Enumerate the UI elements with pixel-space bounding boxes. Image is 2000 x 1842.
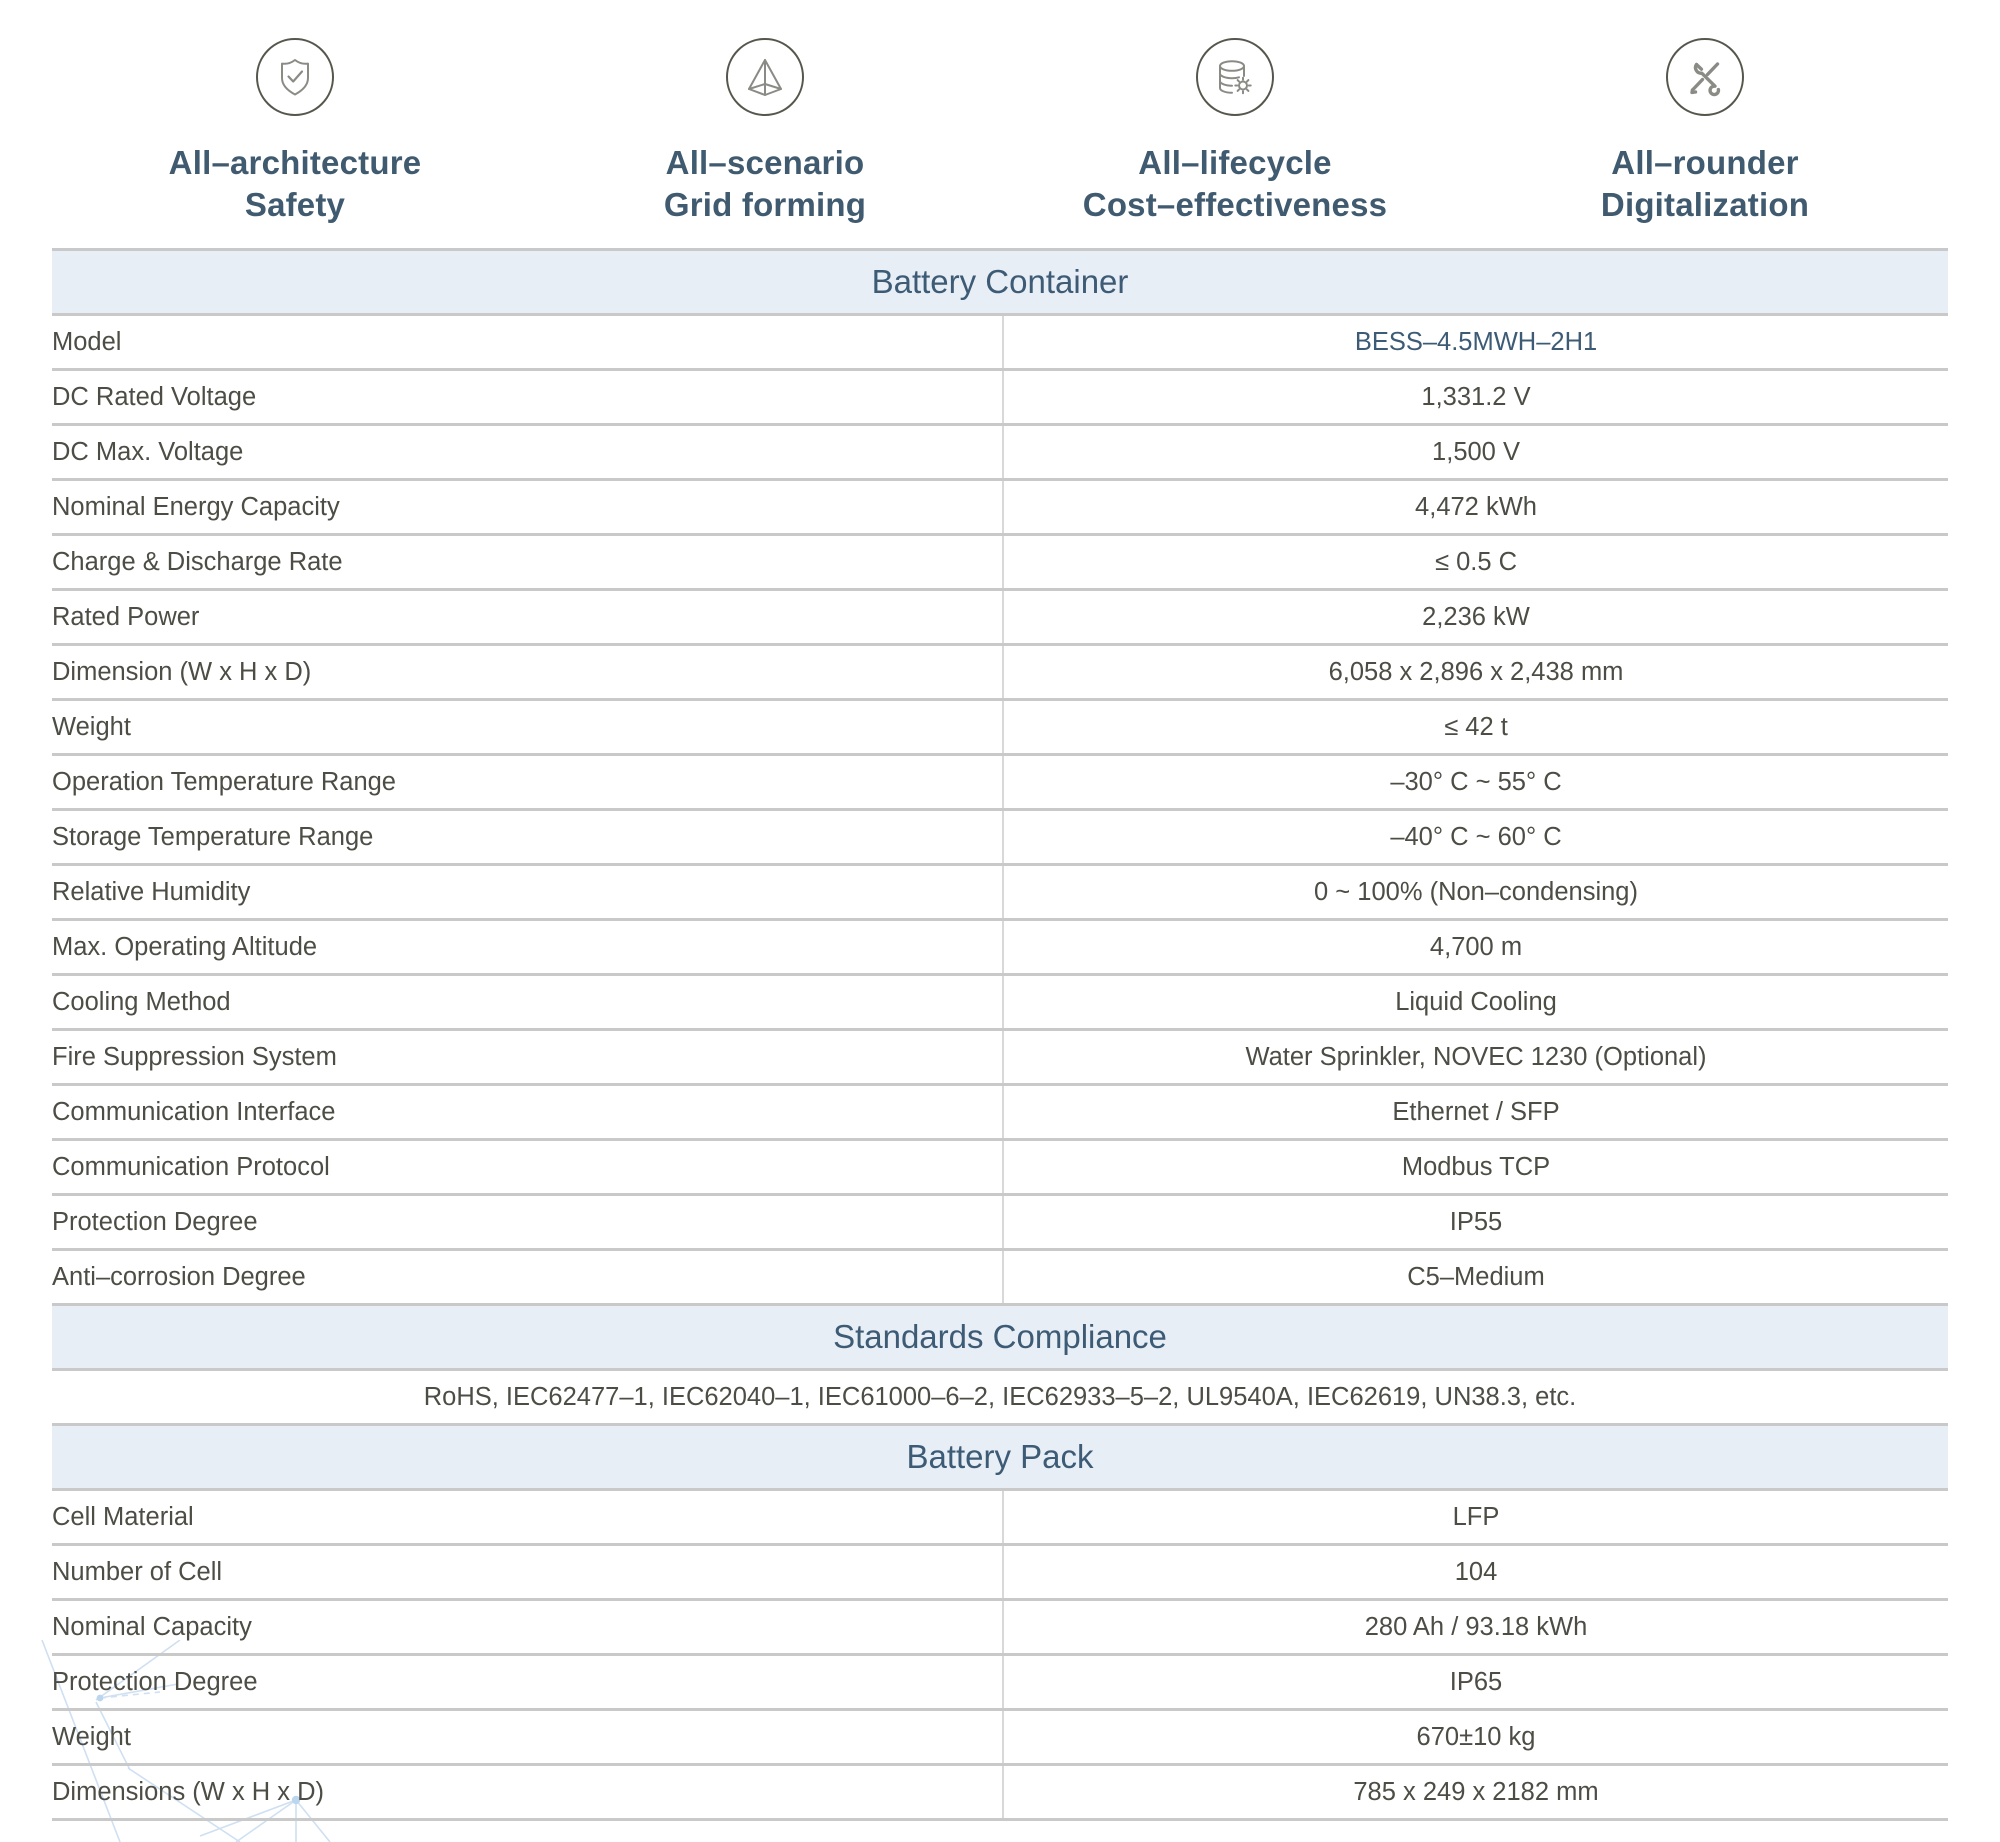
feature-label: All–rounder Digitalization [1600, 144, 1810, 224]
table-row: Nominal Capacity 280 Ah / 93.18 kWh [52, 1598, 1948, 1657]
feature-item-cost-effectiveness: All–lifecycle Cost–effectiveness [1000, 38, 1470, 226]
row-value: 0 ~ 100% (Non–condensing) [1003, 863, 1948, 922]
section-header-row: Standards Compliance [52, 1303, 1948, 1372]
section-title: Standards Compliance [52, 1303, 1948, 1372]
table-row: Dimension (W x H x D) 6,058 x 2,896 x 2,… [52, 643, 1948, 702]
row-label: Operation Temperature Range [52, 753, 1004, 812]
table-row: Anti–corrosion Degree C5–Medium [52, 1248, 1948, 1307]
row-value: Water Sprinkler, NOVEC 1230 (Optional) [1003, 1028, 1948, 1087]
row-value: IP65 [1003, 1653, 1948, 1712]
feature-item-safety: All–architecture Safety [60, 38, 530, 226]
table-row: RoHS, IEC62477–1, IEC62040–1, IEC61000–6… [52, 1368, 1948, 1427]
table-row: Charge & Discharge Rate ≤ 0.5 C [52, 533, 1948, 592]
section-header-row: Battery Container [52, 248, 1948, 317]
row-label: Model [52, 313, 1004, 372]
pyramid-icon [726, 38, 804, 116]
table-row: Weight 670±10 kg [52, 1708, 1948, 1767]
table-row: Number of Cell 104 [52, 1543, 1948, 1602]
row-value: 1,500 V [1003, 423, 1948, 482]
row-value: Ethernet / SFP [1003, 1083, 1948, 1142]
row-value: ≤ 42 t [1003, 698, 1948, 757]
standards-list: RoHS, IEC62477–1, IEC62040–1, IEC61000–6… [52, 1368, 1948, 1427]
feature-label: All–lifecycle Cost–effectiveness [1082, 144, 1388, 224]
wrench-screwdriver-icon [1666, 38, 1744, 116]
feature-label: All–scenario Grid forming [663, 144, 867, 224]
table-row: Nominal Energy Capacity 4,472 kWh [52, 478, 1948, 537]
row-value: –30° C ~ 55° C [1003, 753, 1948, 812]
row-value: 104 [1003, 1543, 1948, 1602]
table-row: Weight ≤ 42 t [52, 698, 1948, 757]
specification-table: Battery Container Model BESS–4.5MWH–2H1 … [52, 248, 1948, 1822]
table-row: Rated Power 2,236 kW [52, 588, 1948, 647]
table-row: Protection Degree IP55 [52, 1193, 1948, 1252]
row-value: 2,236 kW [1003, 588, 1948, 647]
feature-highlights: All–architecture Safety All–scenario Gri… [60, 0, 1940, 226]
row-label: Nominal Capacity [52, 1598, 1004, 1657]
database-gear-icon [1196, 38, 1274, 116]
row-value: –40° C ~ 60° C [1003, 808, 1948, 867]
row-value: 1,331.2 V [1003, 368, 1948, 427]
table-row: Max. Operating Altitude 4,700 m [52, 918, 1948, 977]
table-row: Model BESS–4.5MWH–2H1 [52, 313, 1948, 372]
table-row: Cooling Method Liquid Cooling [52, 973, 1948, 1032]
row-value: IP55 [1003, 1193, 1948, 1252]
row-label: Cooling Method [52, 973, 1004, 1032]
row-label: Rated Power [52, 588, 1004, 647]
table-row: Communication Interface Ethernet / SFP [52, 1083, 1948, 1142]
feature-item-digitalization: All–rounder Digitalization [1470, 38, 1940, 226]
table-row: Dimensions (W x H x D) 785 x 249 x 2182 … [52, 1763, 1948, 1822]
row-label: Max. Operating Altitude [52, 918, 1004, 977]
row-label: Communication Interface [52, 1083, 1004, 1142]
row-label: DC Max. Voltage [52, 423, 1004, 482]
table-row: Storage Temperature Range –40° C ~ 60° C [52, 808, 1948, 867]
row-value: ≤ 0.5 C [1003, 533, 1948, 592]
row-label: Weight [52, 698, 1004, 757]
row-value: C5–Medium [1003, 1248, 1948, 1307]
row-value: Liquid Cooling [1003, 973, 1948, 1032]
row-label: Number of Cell [52, 1543, 1004, 1602]
row-value: 670±10 kg [1003, 1708, 1948, 1767]
feature-item-grid-forming: All–scenario Grid forming [530, 38, 1000, 226]
table-row: DC Max. Voltage 1,500 V [52, 423, 1948, 482]
row-label: Cell Material [52, 1488, 1004, 1547]
table-row: Protection Degree IP65 [52, 1653, 1948, 1712]
row-label: Relative Humidity [52, 863, 1004, 922]
section-title: Battery Container [52, 248, 1948, 317]
specification-table-wrapper: Battery Container Model BESS–4.5MWH–2H1 … [52, 248, 1948, 1822]
row-value: BESS–4.5MWH–2H1 [1003, 313, 1948, 372]
row-value: Modbus TCP [1003, 1138, 1948, 1197]
row-label: Protection Degree [52, 1653, 1004, 1712]
row-label: Fire Suppression System [52, 1028, 1004, 1087]
row-label: Protection Degree [52, 1193, 1004, 1252]
table-row: Fire Suppression System Water Sprinkler,… [52, 1028, 1948, 1087]
row-label: Anti–corrosion Degree [52, 1248, 1004, 1307]
section-header-row: Battery Pack [52, 1423, 1948, 1492]
row-value: LFP [1003, 1488, 1948, 1547]
row-value: 280 Ah / 93.18 kWh [1003, 1598, 1948, 1657]
row-label: Communication Protocol [52, 1138, 1004, 1197]
table-row: Cell Material LFP [52, 1488, 1948, 1547]
row-value: 6,058 x 2,896 x 2,438 mm [1003, 643, 1948, 702]
row-label: Dimension (W x H x D) [52, 643, 1004, 702]
table-row: Operation Temperature Range –30° C ~ 55°… [52, 753, 1948, 812]
spec-table-body: Battery Container Model BESS–4.5MWH–2H1 … [52, 248, 1948, 1822]
table-row: DC Rated Voltage 1,331.2 V [52, 368, 1948, 427]
shield-check-icon [256, 38, 334, 116]
feature-label: All–architecture Safety [168, 144, 422, 224]
table-row: Relative Humidity 0 ~ 100% (Non–condensi… [52, 863, 1948, 922]
row-label: Dimensions (W x H x D) [52, 1763, 1004, 1822]
table-row: Communication Protocol Modbus TCP [52, 1138, 1948, 1197]
row-value: 785 x 249 x 2182 mm [1003, 1763, 1948, 1822]
row-value: 4,700 m [1003, 918, 1948, 977]
row-label: Charge & Discharge Rate [52, 533, 1004, 592]
section-title: Battery Pack [52, 1423, 1948, 1492]
row-value: 4,472 kWh [1003, 478, 1948, 537]
row-label: Nominal Energy Capacity [52, 478, 1004, 537]
row-label: Storage Temperature Range [52, 808, 1004, 867]
row-label: Weight [52, 1708, 1004, 1767]
row-label: DC Rated Voltage [52, 368, 1004, 427]
